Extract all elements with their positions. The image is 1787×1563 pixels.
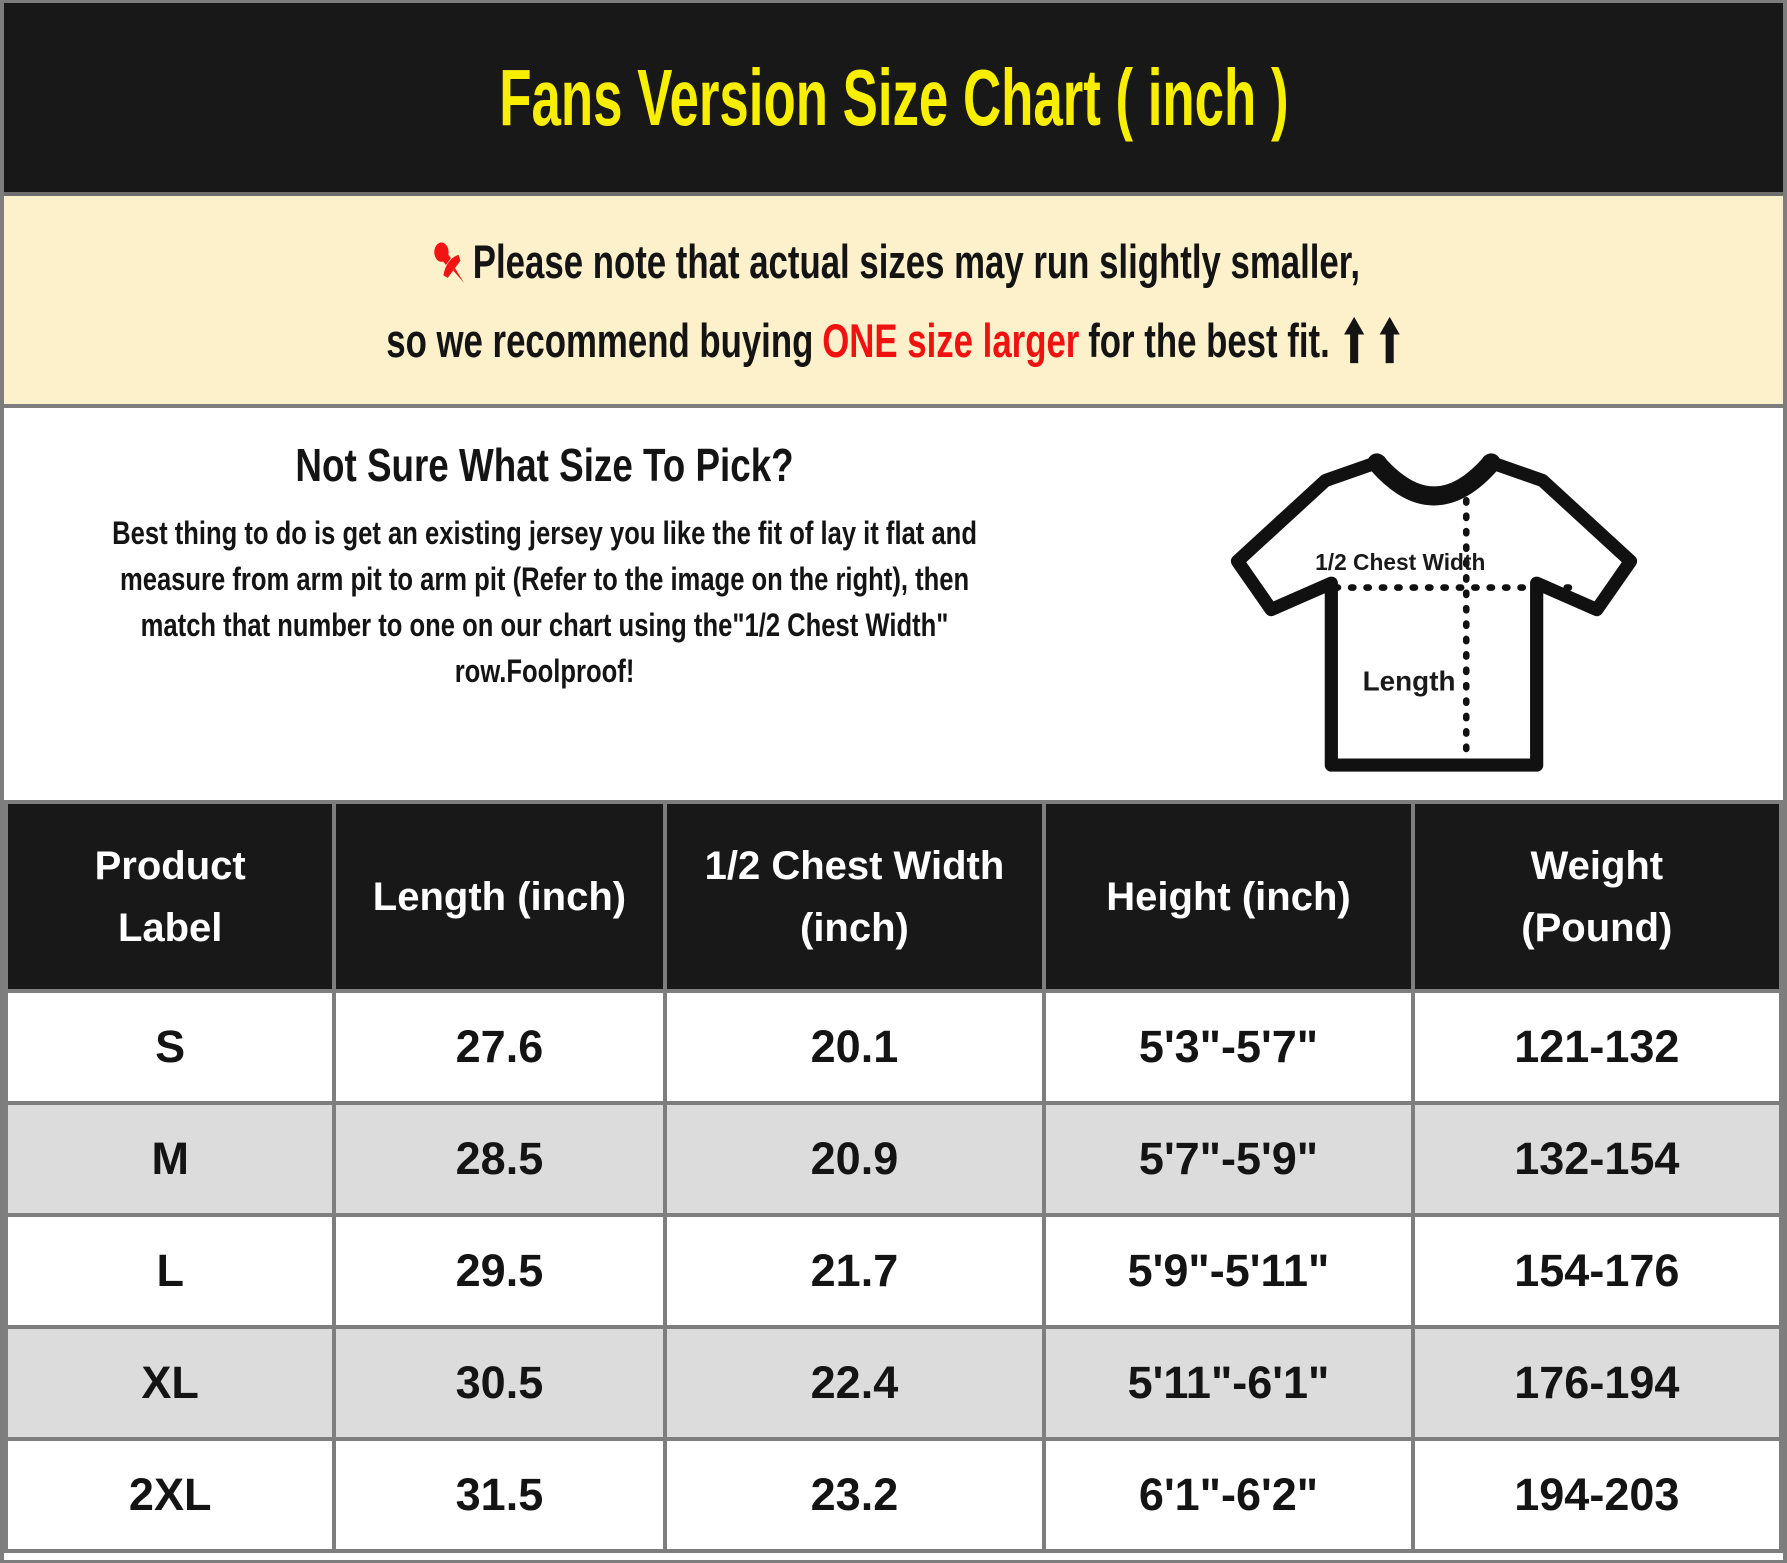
table-row-2xl: 2XL 31.5 23.2 6'1"-6'2" 194-203 (4, 1437, 1783, 1553)
cell-height: 5'9"-5'11" (1042, 1213, 1415, 1329)
notice-banner: Please note that actual sizes may run sl… (4, 192, 1783, 408)
shirt-diagram: 1/2 Chest Width Length (1085, 426, 1783, 800)
cell-length: 30.5 (332, 1325, 667, 1441)
page-title: Fans Version Size Chart ( inch ) (498, 52, 1289, 142)
header-cell-height: Height (inch) (1042, 800, 1415, 993)
cell-length: 28.5 (332, 1101, 667, 1217)
header-cell-weight: Weight (Pound) (1410, 800, 1783, 993)
table-row-m: M 28.5 20.9 5'7"-5'9" 132-154 (4, 1101, 1783, 1217)
cell-chest-width: 23.2 (662, 1437, 1047, 1553)
notice-text-2a: so we recommend buying (386, 313, 814, 367)
table-header-row: Product Label Length (inch) 1/2 Chest Wi… (4, 800, 1783, 993)
cell-size-label: 2XL (4, 1437, 337, 1553)
title-bar: Fans Version Size Chart ( inch ) (4, 3, 1783, 192)
header-cell-product-label: Product Label (4, 800, 337, 993)
cell-length: 27.6 (332, 989, 667, 1105)
cell-chest-width: 20.1 (662, 989, 1047, 1105)
size-table: Product Label Length (inch) 1/2 Chest Wi… (4, 800, 1783, 1553)
notice-text-1: Please note that actual sizes may run sl… (472, 235, 1361, 288)
cell-weight: 154-176 (1410, 1213, 1783, 1329)
cell-size-label: L (4, 1213, 337, 1329)
cell-size-label: M (4, 1101, 337, 1217)
notice-line-2: so we recommend buying ONE size larger f… (386, 313, 1401, 368)
cell-height: 5'7"-5'9" (1042, 1101, 1415, 1217)
header-cell-length: Length (inch) (332, 800, 667, 993)
cell-chest-width: 21.7 (662, 1213, 1047, 1329)
table-row-s: S 27.6 20.1 5'3"-5'7" 121-132 (4, 989, 1783, 1105)
cell-weight: 121-132 (1410, 989, 1783, 1105)
notice-text-2b: for the best fit. (1088, 313, 1330, 367)
cell-weight: 132-154 (1410, 1101, 1783, 1217)
size-help-heading: Not Sure What Size To Pick? (295, 439, 794, 491)
cell-length: 29.5 (332, 1213, 667, 1329)
table-row-l: L 29.5 21.7 5'9"-5'11" 154-176 (4, 1213, 1783, 1329)
chest-width-label: 1/2 Chest Width (1315, 549, 1485, 575)
cell-weight: 194-203 (1410, 1437, 1783, 1553)
cell-size-label: S (4, 989, 337, 1105)
pushpin-icon (434, 242, 465, 283)
size-help-line: Best thing to do is get an existing jers… (112, 515, 977, 551)
header-cell-chest-width: 1/2 Chest Width (inch) (662, 800, 1047, 993)
up-arrow-icon (1344, 316, 1365, 364)
cell-height: 6'1"-6'2" (1042, 1437, 1415, 1553)
size-help-section: Not Sure What Size To Pick? Best thing t… (4, 408, 1783, 800)
cell-chest-width: 22.4 (662, 1325, 1047, 1441)
size-help-line: row.Foolproof! (454, 653, 635, 689)
cell-length: 31.5 (332, 1437, 667, 1553)
size-help-line: measure from arm pit to arm pit (Refer t… (119, 561, 970, 597)
table-row-xl: XL 30.5 22.4 5'11"-6'1" 176-194 (4, 1325, 1783, 1441)
size-help-text-block: Not Sure What Size To Pick? Best thing t… (4, 426, 1085, 800)
cell-height: 5'11"-6'1" (1042, 1325, 1415, 1441)
cell-height: 5'3"-5'7" (1042, 989, 1415, 1105)
notice-line-1: Please note that actual sizes may run sl… (427, 233, 1360, 291)
cell-chest-width: 20.9 (662, 1101, 1047, 1217)
length-label: Length (1363, 665, 1456, 696)
size-table-header: Product Label Length (inch) 1/2 Chest Wi… (4, 800, 1783, 993)
cell-weight: 176-194 (1410, 1325, 1783, 1441)
up-arrow-icon (1379, 316, 1400, 364)
size-help-line: match that number to one on our chart us… (140, 607, 949, 643)
cell-size-label: XL (4, 1325, 337, 1441)
tshirt-icon: 1/2 Chest Width Length (1230, 453, 1638, 772)
notice-highlight: ONE size larger (822, 313, 1080, 367)
